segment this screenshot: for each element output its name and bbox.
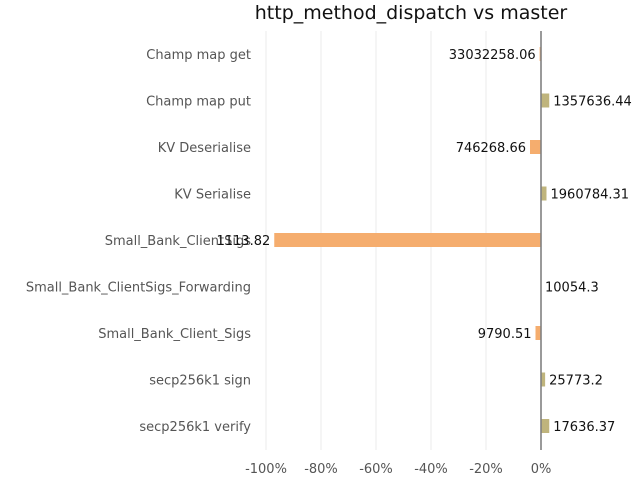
bar: [541, 372, 546, 387]
bar: [530, 140, 541, 154]
x-tick-label: 0%: [531, 462, 552, 477]
category-label: Small_Bank_ClientSigs: [105, 234, 252, 249]
x-tick-label: -60%: [359, 462, 393, 477]
category-label: secp256k1 verify: [139, 420, 251, 435]
category-label: Small_Bank_Client_Sigs: [98, 327, 251, 342]
value-label: 33032258.06: [449, 48, 536, 63]
x-tick-label: -100%: [245, 462, 287, 477]
x-tick-labels: -100% -80% -60% -40% -20% 0%: [245, 462, 551, 477]
x-tick-label: -20%: [469, 462, 503, 477]
value-label: 9790.51: [478, 327, 532, 342]
value-label: 10054.3: [545, 281, 599, 296]
value-label: 1113.82: [216, 234, 270, 249]
value-labels: 33032258.06 1357636.44 746268.66 1960784.31…: [216, 48, 631, 435]
category-label: KV Deserialise: [158, 141, 251, 156]
bars: [274, 47, 550, 433]
x-tick-label: -80%: [304, 462, 338, 477]
value-label: 17636.37: [553, 420, 615, 435]
value-label: 25773.2: [549, 374, 603, 389]
category-label: secp256k1 sign: [149, 374, 251, 389]
x-tick-label: -40%: [414, 462, 448, 477]
category-label: KV Serialise: [174, 188, 251, 203]
bar: [274, 233, 541, 247]
chart-title: http_method_dispatch vs master: [255, 2, 568, 24]
category-label: Champ map get: [146, 48, 251, 63]
bar: [541, 419, 550, 433]
bar: [541, 186, 547, 201]
value-label: 1357636.44: [553, 95, 632, 110]
category-label: Small_Bank_ClientSigs_Forwarding: [26, 281, 251, 296]
bar: [541, 93, 550, 108]
category-labels: Champ map get Champ map put KV Deserialise…: [26, 48, 251, 435]
category-label: Champ map put: [146, 95, 251, 110]
bar: [535, 326, 541, 340]
value-label: 1960784.31: [551, 188, 630, 203]
value-label: 746268.66: [456, 141, 526, 156]
